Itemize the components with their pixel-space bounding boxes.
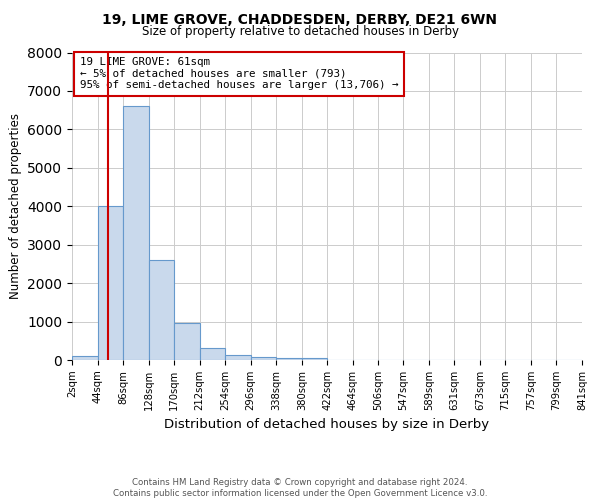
Bar	[251, 357, 276, 360]
Bar	[174, 324, 200, 360]
Text: 19, LIME GROVE, CHADDESDEN, DERBY, DE21 6WN: 19, LIME GROVE, CHADDESDEN, DERBY, DE21 …	[103, 12, 497, 26]
Bar	[72, 356, 98, 360]
Bar	[276, 358, 302, 360]
Bar	[98, 206, 123, 360]
Bar	[225, 355, 251, 360]
Text: Size of property relative to detached houses in Derby: Size of property relative to detached ho…	[142, 25, 458, 38]
X-axis label: Distribution of detached houses by size in Derby: Distribution of detached houses by size …	[164, 418, 490, 432]
Bar	[200, 348, 225, 360]
Bar	[123, 106, 149, 360]
Bar	[149, 260, 174, 360]
Text: Contains HM Land Registry data © Crown copyright and database right 2024.
Contai: Contains HM Land Registry data © Crown c…	[113, 478, 487, 498]
Bar	[302, 358, 328, 360]
Y-axis label: Number of detached properties: Number of detached properties	[8, 114, 22, 299]
Text: 19 LIME GROVE: 61sqm
← 5% of detached houses are smaller (793)
95% of semi-detac: 19 LIME GROVE: 61sqm ← 5% of detached ho…	[80, 57, 398, 90]
